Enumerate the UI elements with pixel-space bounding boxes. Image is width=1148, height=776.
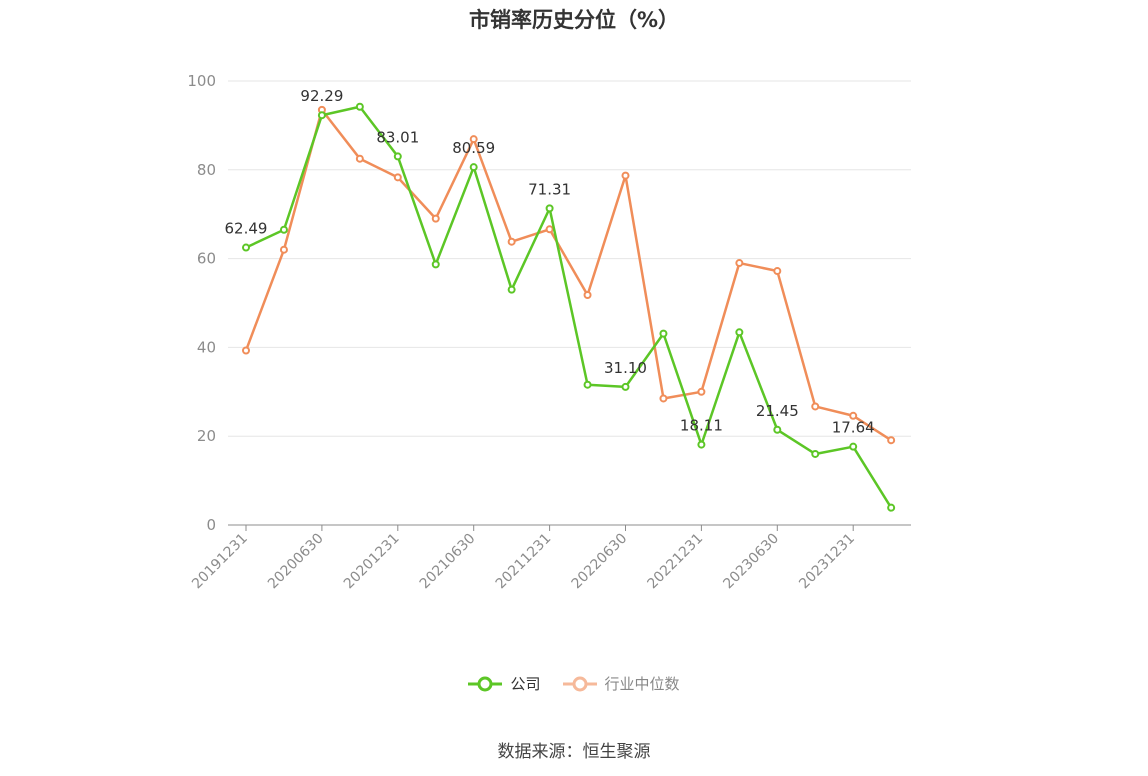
y-tick-label: 100 [187,72,216,90]
data-point-industry [735,259,744,268]
legend-item-industry[interactable]: 行业中位数 [562,673,680,694]
data-label: 18.11 [680,417,723,435]
data-point-company [507,285,516,294]
x-tick-label: 20221231 [645,531,707,593]
chart-title: 市销率历史分位（%） [468,8,680,32]
x-tick-label: 20200630 [265,531,327,593]
legend-marker-industry [562,676,597,691]
data-point-company [242,243,250,252]
data-label: 21.45 [756,402,799,420]
data-point-company [355,102,364,111]
data-point-company [659,329,668,338]
data-label: 31.10 [604,359,647,377]
data-point-industry [773,267,782,276]
data-point-company [849,442,858,451]
data-point-company [469,163,478,172]
data-point-company [393,152,402,161]
data-point-industry [811,402,820,411]
legend-marker-company [468,676,503,691]
series [242,102,896,512]
data-point-industry [697,387,706,396]
data-point-company [279,225,288,234]
x-tick-label: 20220630 [569,531,631,593]
data-point-company [545,204,554,213]
data-point-industry [849,411,858,420]
data-point-company [431,260,440,269]
x-tick-label: 20211231 [493,531,555,593]
x-tick-label: 20191231 [189,531,251,593]
legend-item-company[interactable]: 公司 [468,673,541,694]
data-point-industry [659,394,668,403]
data-label: 80.59 [452,139,495,157]
data-point-industry [545,225,554,234]
data-point-industry [583,291,592,300]
y-tick-label: 60 [197,250,216,268]
data-point-company [621,382,630,391]
data-point-industry [507,237,516,246]
x-tick-label: 20230630 [720,531,782,593]
data-point-industry [469,135,478,144]
data-point-company [811,449,820,458]
data-label: 83.01 [376,128,419,146]
x-tick-label: 20231231 [796,531,858,593]
data-point-industry [431,214,440,223]
y-tick-label: 20 [197,427,216,445]
data-label: 71.31 [528,180,571,198]
data-labels: 62.49 92.29 83.01 80.59 71.31 31.10 18.11 21.45… [225,87,875,436]
data-point-company [887,503,896,512]
x-tick-label: 20210630 [417,531,479,593]
x-tick-label: 20201231 [341,531,403,593]
data-point-industry [279,245,288,254]
data-point-industry [621,171,630,180]
source-note: 数据来源：恒生聚源 [497,742,651,762]
y-tick-label: 40 [197,338,216,356]
gridlines [228,80,911,437]
data-point-industry [242,346,250,355]
data-point-company [317,111,326,120]
series-line-industry [244,108,892,442]
data-point-company [697,440,706,449]
data-label: 92.29 [300,87,343,105]
legend: 公司 行业中位数 [0,673,1148,694]
data-point-company [773,425,782,434]
legend-label-company: 公司 [510,675,541,693]
y-tick-label: 80 [197,161,216,179]
data-point-industry [393,173,402,182]
data-label: 17.64 [832,419,875,437]
data-point-company [583,380,592,389]
data-point-company [735,328,744,337]
data-point-industry [355,154,364,163]
y-tick-label: 0 [206,516,216,534]
series-line-company [245,105,893,509]
data-label: 62.49 [225,220,268,238]
legend-label-industry: 行业中位数 [604,675,680,693]
data-point-industry [887,436,896,445]
